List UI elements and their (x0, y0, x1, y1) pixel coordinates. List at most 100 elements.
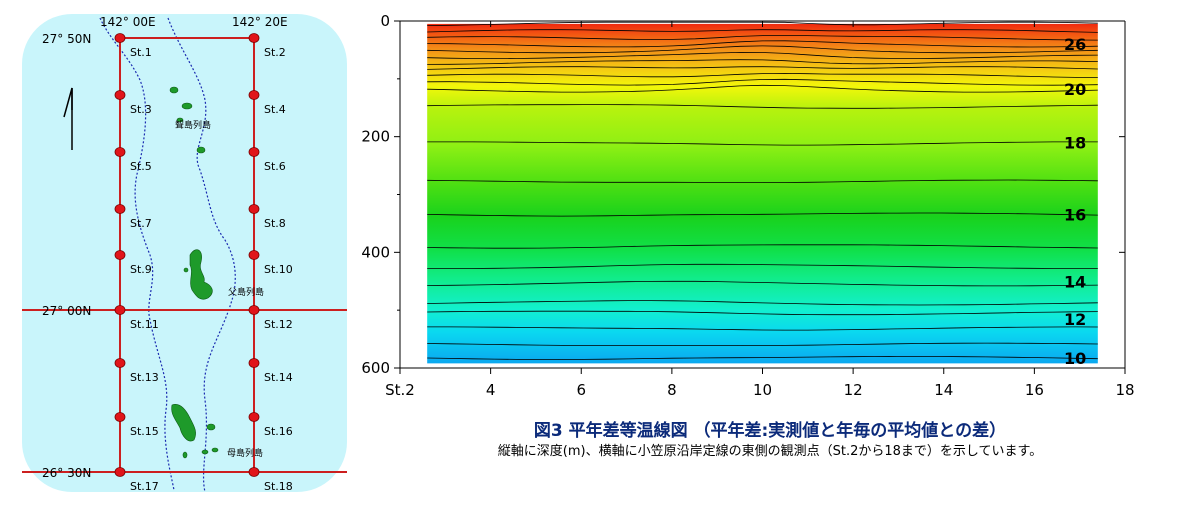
contour-value-label: 14 (1064, 272, 1086, 291)
island-group-label: 父島列島 (228, 286, 264, 298)
map-background (22, 14, 347, 492)
y-tick-label: 400 (361, 243, 390, 261)
contour-value-label: 12 (1064, 310, 1086, 329)
station-marker (248, 33, 260, 43)
isotherm-chart-svg: 0 200 400 600 St.2 4 6 8 10 12 14 16 18 26 20 18 16 14 12… (361, 12, 1134, 399)
station-marker (114, 204, 126, 214)
temperature-field (427, 23, 1098, 364)
isotherm-line (427, 72, 1098, 78)
station-marker (248, 147, 260, 157)
station-label: St.3 (130, 103, 152, 116)
isotherm-line (427, 280, 1098, 287)
isotherm-line (427, 212, 1098, 217)
isotherm-line (427, 310, 1098, 316)
isotherm-line (427, 141, 1098, 146)
station-marker (248, 305, 260, 315)
isotherm-lines (427, 21, 1098, 361)
y-tick-label: 200 (361, 128, 390, 146)
isotherm-line (427, 356, 1098, 361)
station-label: St.18 (264, 480, 293, 493)
station-label: St.2 (264, 46, 286, 59)
station-marker (114, 147, 126, 157)
station-marker (248, 250, 260, 260)
y-tick-label: 600 (361, 359, 390, 377)
isotherm-line (427, 326, 1098, 331)
isotherm-line (427, 300, 1098, 306)
isotherm-line (427, 59, 1098, 65)
station-marker (114, 90, 126, 100)
station-marker (248, 412, 260, 422)
station-marker (114, 33, 126, 43)
north-arrow-icon (63, 87, 73, 150)
contour-value-label: 26 (1064, 35, 1086, 54)
station-label: St.16 (264, 425, 293, 438)
station-map: St.1 St.2 St.3 St.4 St.5 St.6 St.7 St.8 St.9 St.1… (0, 0, 355, 506)
contour-value-label: 16 (1064, 206, 1086, 225)
station-marker (248, 204, 260, 214)
station-label: St.14 (264, 371, 293, 384)
station-label: St.13 (130, 371, 159, 384)
isotherm-line (427, 29, 1098, 33)
isotherm-line (427, 263, 1098, 269)
longitude-label: 142° 00E (100, 15, 156, 29)
island-group-label: 母島列島 (227, 447, 263, 459)
station-label: St.1 (130, 46, 152, 59)
latitude-label: 26° 30N (42, 466, 91, 480)
contour-labels: 26 20 18 16 14 12 10 (1064, 35, 1086, 368)
station-marker (114, 358, 126, 368)
station-label: St.4 (264, 103, 286, 116)
depth-contour-west (99, 17, 175, 491)
x-tick-label: 16 (1025, 381, 1044, 399)
x-tick-label: St.2 (385, 381, 415, 399)
longitude-label: 142° 20E (232, 15, 288, 29)
temperature-fill (427, 23, 1098, 364)
isotherm-line (427, 34, 1098, 41)
caption-title: 図3 平年差等温線図 （平年差:実測値と年毎の平均値との差） (533, 421, 1007, 441)
station-label: St.17 (130, 480, 159, 493)
station-label: St.12 (264, 318, 293, 331)
isotherm-line (427, 84, 1098, 93)
x-tick-label: 10 (753, 381, 772, 399)
station-label: St.6 (264, 160, 286, 173)
station-label: St.10 (264, 263, 293, 276)
isotherm-line (427, 78, 1098, 86)
isotherm-line (427, 342, 1098, 347)
station-marker (248, 358, 260, 368)
station-label: St.5 (130, 160, 152, 173)
contour-value-label: 18 (1064, 133, 1086, 152)
station-marker (248, 90, 260, 100)
station-label: St.15 (130, 425, 159, 438)
station-marker (248, 467, 260, 477)
map-labels: St.1 St.2 St.3 St.4 St.5 St.6 St.7 St.8 St.9 St.1… (42, 15, 293, 493)
x-tick-label: 14 (934, 381, 953, 399)
latitude-label: 27° 00N (42, 304, 91, 318)
isotherm-line (427, 45, 1098, 54)
station-marker (114, 305, 126, 315)
station-label: St.9 (130, 263, 152, 276)
isotherm-line (427, 51, 1098, 60)
x-tick-label: 4 (486, 381, 496, 399)
contour-value-label: 20 (1064, 80, 1086, 99)
station-label: St.8 (264, 217, 286, 230)
station-label: St.11 (130, 318, 159, 331)
island-group-label: 聟島列島 (175, 119, 211, 131)
isotherm-chart: 0 200 400 600 St.2 4 6 8 10 12 14 16 18 26 20 18 16 14 12… (355, 0, 1192, 506)
caption-description: 縦軸に深度(m)、横軸に小笠原沿岸定線の東側の観測点（St.2から18まで）を示… (497, 444, 1043, 459)
isotherm-line (427, 66, 1098, 70)
isotherm-line (427, 40, 1098, 48)
station-label: St.7 (130, 217, 152, 230)
x-tick-label: 6 (576, 381, 586, 399)
latitude-label: 27° 50N (42, 32, 91, 46)
isotherm-line (427, 179, 1098, 183)
isotherm-line (427, 244, 1098, 249)
x-tick-label: 12 (844, 381, 863, 399)
x-tick-label: 18 (1115, 381, 1134, 399)
stations (114, 33, 260, 477)
islands (169, 86, 219, 459)
isotherm-line (427, 104, 1098, 109)
y-tick-label: 0 (380, 12, 390, 30)
chart-axes: 0 200 400 600 St.2 4 6 8 10 12 14 16 18 (361, 12, 1134, 399)
station-marker (114, 412, 126, 422)
depth-contour-east (167, 17, 236, 493)
station-marker (114, 467, 126, 477)
